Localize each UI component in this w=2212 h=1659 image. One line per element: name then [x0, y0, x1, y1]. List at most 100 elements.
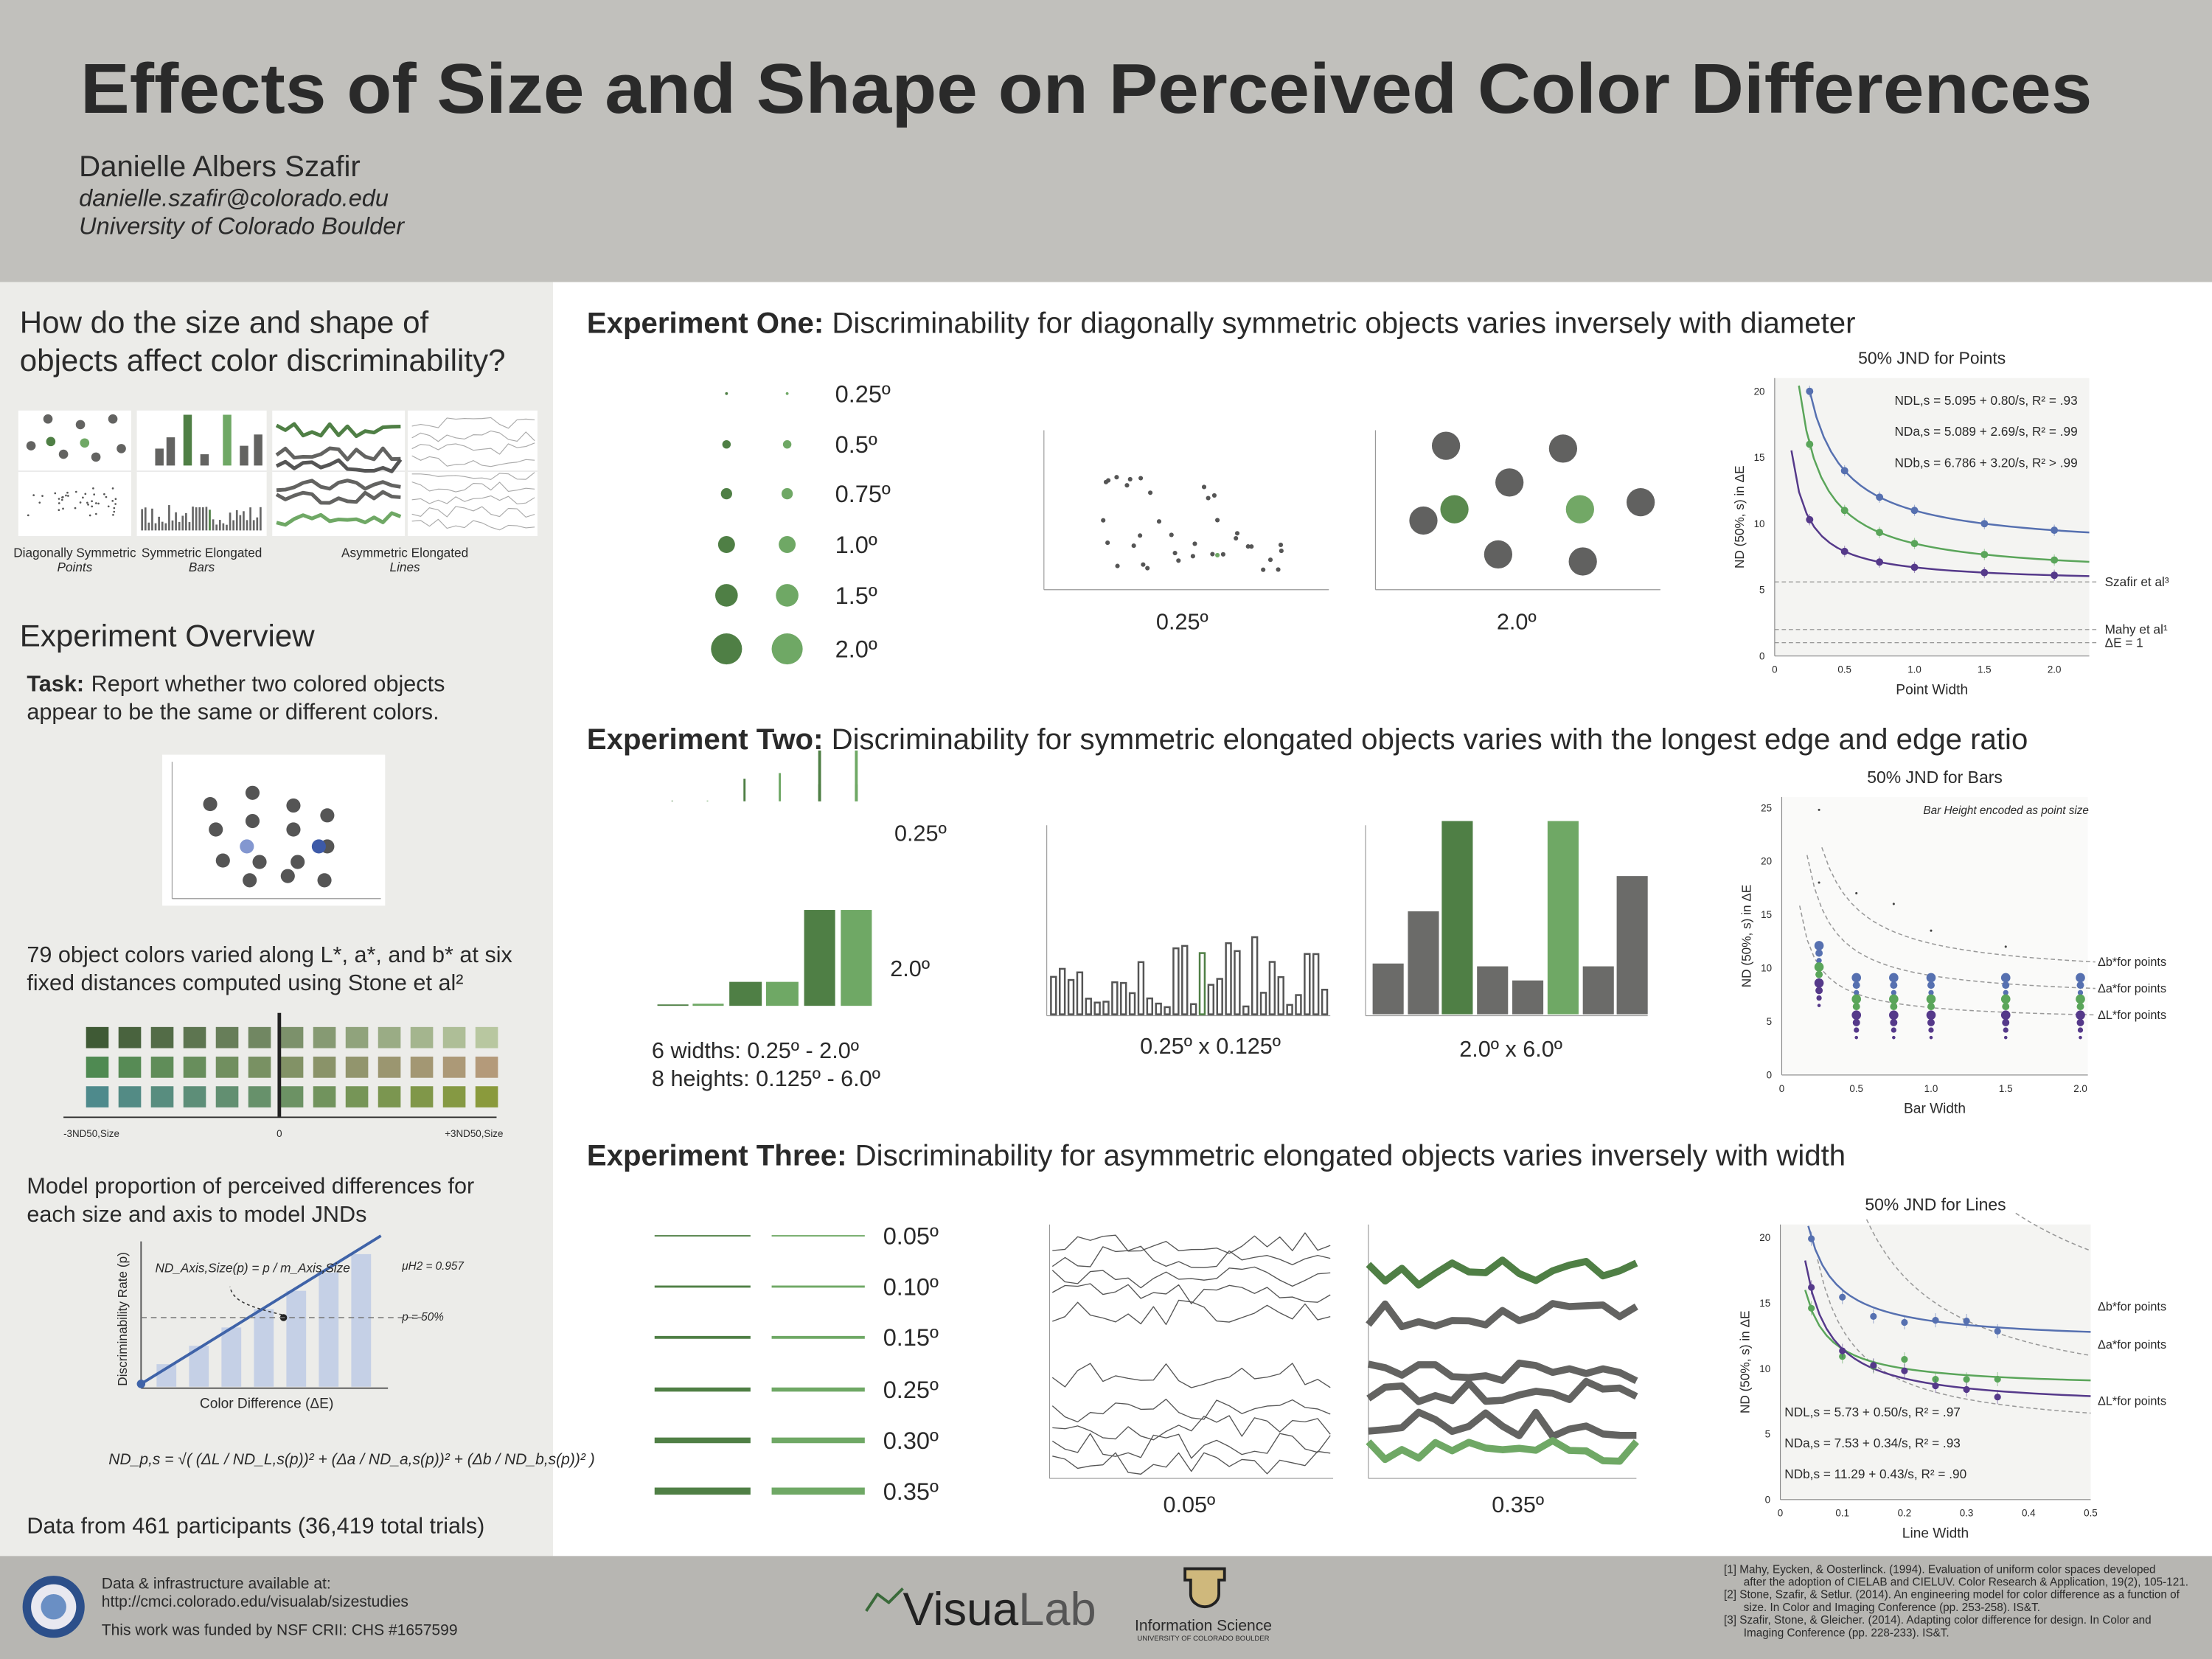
stimulus-dot — [1215, 518, 1220, 523]
model-bar — [351, 1253, 372, 1387]
thumb-dot — [67, 495, 69, 497]
color-swatch — [345, 1057, 369, 1078]
stimulus-line — [1368, 1408, 1637, 1440]
stimulus-dot — [717, 536, 735, 553]
text-part: Lab — [1018, 1584, 1096, 1635]
equation: NDb,s = 11.29 + 0.43/s, R² = .90 — [1784, 1467, 1966, 1481]
chart-note: Bar Height encoded as point size — [1923, 804, 2089, 817]
data-point — [1930, 929, 1933, 932]
stimulus-bar — [1120, 981, 1127, 1015]
x-tick-label: 0.5 — [1837, 664, 1851, 675]
data-point — [1901, 1367, 1908, 1374]
panel-label: 0.05º — [1163, 1492, 1215, 1517]
section-heading: Experiment Overview — [20, 618, 315, 653]
size-label: 0.10º — [883, 1273, 939, 1300]
x-tick-label: 0.4 — [2022, 1508, 2036, 1519]
thumb-dot — [62, 507, 64, 510]
data-point — [1889, 973, 1899, 983]
thumb-dot — [111, 487, 114, 490]
thumb-line — [275, 490, 401, 505]
data-point — [1892, 1035, 1896, 1040]
stimulus-dot — [1276, 567, 1281, 572]
sample-dot — [320, 808, 335, 823]
y-tick-label: 10 — [1754, 518, 1765, 529]
thumb-bar — [254, 434, 262, 466]
stimulus-bar — [692, 1004, 724, 1006]
color-swatch — [345, 1026, 369, 1048]
model-formula: ND_Axis,Size(p) = p / m_Axis,Size — [155, 1261, 349, 1276]
data-point — [1890, 1018, 1898, 1026]
color-swatch — [280, 1026, 304, 1048]
plot-area — [1781, 796, 2088, 1075]
data-point — [2000, 994, 2011, 1004]
chart-title: 50% JND for Lines — [1865, 1195, 2006, 1214]
color-swatch — [313, 1086, 336, 1107]
y-tick-label: 5 — [1759, 585, 1764, 596]
color-swatch — [442, 1086, 466, 1107]
color-swatch — [378, 1086, 401, 1107]
stimulus-dot — [1261, 567, 1266, 572]
experiment-heading: Experiment Three: Discriminability for a… — [587, 1138, 1846, 1172]
data-point — [1806, 387, 1814, 395]
stimulus-bar — [743, 779, 746, 801]
x-tick-label: 0.3 — [1960, 1508, 1974, 1519]
thumb-line — [411, 442, 535, 455]
data-point — [1818, 808, 1820, 811]
data-point — [1891, 990, 1896, 995]
data-point — [1963, 1385, 1970, 1394]
x-tick-label: 1.0 — [1907, 664, 1921, 675]
stimulus-bar — [1067, 978, 1075, 1015]
thumb-bar — [246, 520, 248, 531]
logo: VisuaLab — [902, 1584, 1096, 1635]
poster-title: Effects of Size and Shape on Perceived C… — [80, 49, 2092, 128]
x-tick-label: 1.0 — [1924, 1083, 1938, 1094]
model-annotation: μH2 = 0.957 — [401, 1260, 464, 1273]
thumb-dot — [103, 493, 105, 495]
fit-curve — [1807, 1225, 2091, 1333]
thumb-bar — [155, 448, 164, 466]
y-tick-label: 20 — [1759, 1232, 1770, 1243]
data-point — [1926, 1010, 1936, 1020]
color-swatch — [280, 1057, 304, 1078]
experiment-heading: Experiment One: Discriminability for dia… — [587, 307, 1856, 340]
thumb-dot — [105, 495, 108, 498]
equation: NDa,s = 5.089 + 2.69/s, R² = .99 — [1895, 424, 2078, 439]
thumb-dot — [43, 414, 53, 424]
x-tick-label: 0.5 — [2084, 1508, 2098, 1519]
data-point — [1932, 1382, 1939, 1390]
color-swatch — [442, 1026, 466, 1048]
legend-label: Δb*for points — [2098, 1300, 2166, 1313]
thumb-dot — [75, 420, 86, 430]
color-swatch — [475, 1057, 498, 1078]
color-swatch — [183, 1057, 206, 1078]
thumbnail — [272, 410, 406, 537]
thumb-bar — [164, 523, 167, 531]
axis-label: ND (50%, s) in ΔE — [1732, 465, 1747, 568]
sample-image — [162, 754, 386, 906]
data-point — [1814, 978, 1824, 988]
thumbnail-kind: Bars — [189, 560, 215, 574]
stimulus-dot — [722, 439, 731, 449]
y-tick-label: 10 — [1761, 963, 1772, 974]
thumb-bar — [256, 517, 259, 531]
data-point — [1927, 1003, 1935, 1011]
data-point — [1815, 987, 1823, 995]
sample-dot — [286, 822, 301, 837]
thumb-dot — [86, 501, 88, 504]
thumb-bar — [178, 521, 181, 531]
stimulus-bar — [1547, 821, 1579, 1015]
color-swatch — [215, 1057, 239, 1078]
thumb-bar — [232, 520, 234, 531]
text-part: Visua — [902, 1584, 1019, 1635]
data-point — [1929, 1035, 1933, 1040]
thumb-bar — [243, 511, 245, 531]
thumb-bar — [218, 520, 221, 531]
color-swatch — [183, 1026, 206, 1048]
stimulus-line — [1051, 1433, 1331, 1459]
thumb-dot — [112, 513, 114, 516]
stimulus-bar — [1146, 997, 1153, 1015]
data-point — [2003, 1035, 2008, 1040]
stimulus-dot — [785, 392, 789, 395]
stimulus-bar — [1093, 1001, 1101, 1015]
thumb-line — [276, 479, 401, 493]
